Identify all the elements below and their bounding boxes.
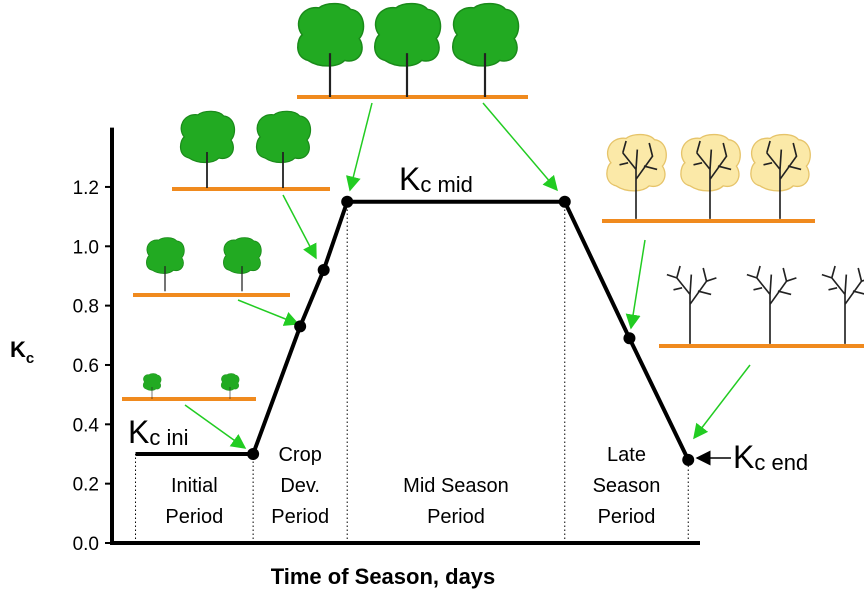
- kc-point: [247, 447, 260, 460]
- period-label: Crop: [278, 444, 321, 466]
- y-tick-label: 0.2: [73, 475, 99, 496]
- kc-annotation: Kc end: [733, 439, 808, 475]
- y-label-sub: c: [26, 350, 34, 367]
- kc-annotation-main: K: [128, 414, 149, 450]
- kc-point: [294, 320, 307, 333]
- kc-annotation-main: K: [399, 161, 420, 197]
- period-label: Season: [593, 475, 661, 497]
- period-label: Period: [165, 506, 223, 528]
- y-tick-label: 0.4: [73, 415, 100, 436]
- kc-annotation-main: K: [733, 439, 754, 475]
- y-tick-label: 0.8: [73, 297, 99, 318]
- kc-annotation-sub: c end: [754, 450, 808, 475]
- x-axis-label: Time of Season, days: [271, 564, 496, 589]
- kc-point: [341, 195, 354, 208]
- kc-curve: [135, 199, 691, 461]
- kc-annotation-sub: c mid: [420, 172, 473, 197]
- period-label: Late: [607, 444, 646, 466]
- period-label: Mid Season: [403, 475, 509, 497]
- period-label: Dev.: [280, 475, 320, 497]
- kc-annotation: Kc ini: [128, 414, 188, 450]
- period-label: Period: [271, 506, 329, 528]
- kc-point: [558, 195, 571, 208]
- kc-point: [317, 264, 330, 277]
- kc-annotation: Kc mid: [399, 161, 473, 197]
- kc-point: [682, 453, 695, 466]
- y-tick-label: 1.2: [73, 178, 99, 199]
- y-label-main: K: [10, 337, 26, 362]
- y-tick-label: 0.0: [73, 534, 99, 555]
- kc-point: [623, 332, 636, 345]
- y-axis-label: Kc: [10, 337, 34, 367]
- period-label: Initial: [171, 475, 218, 497]
- y-tick-label: 0.6: [73, 356, 99, 377]
- illustrations: [122, 2, 864, 466]
- period-label: Period: [598, 506, 656, 528]
- kc-annotation-sub: c ini: [149, 425, 188, 450]
- y-tick-label: 1.0: [73, 237, 99, 258]
- period-label: Period: [427, 506, 485, 528]
